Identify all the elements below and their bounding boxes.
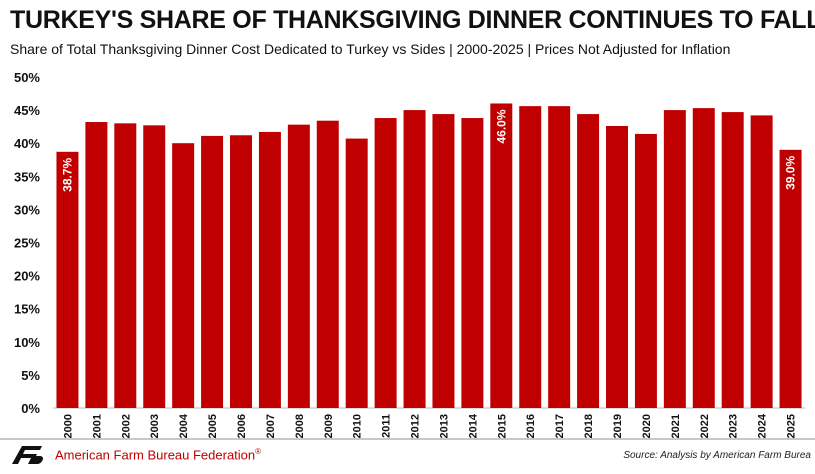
registered-mark: ®: [255, 447, 262, 456]
bar: [201, 135, 224, 408]
y-tick-label: 35%: [14, 169, 40, 184]
x-tick-label: 2005: [207, 414, 219, 438]
data-label: 46.0%: [494, 109, 508, 143]
bar: [519, 106, 542, 409]
bar: [663, 110, 686, 408]
y-tick-label: 25%: [14, 236, 40, 251]
bar: [374, 118, 397, 408]
y-tick-label: 50%: [14, 70, 40, 85]
bar: [692, 108, 715, 408]
x-tick-label: 2004: [178, 413, 190, 438]
y-tick-label: 20%: [14, 269, 40, 284]
bar: [634, 133, 657, 408]
bar: [548, 106, 571, 409]
data-label: 38.7%: [60, 157, 74, 191]
bar: [721, 112, 744, 408]
bar: [114, 123, 137, 408]
x-tick-label: 2001: [91, 414, 103, 438]
y-tick-label: 0%: [21, 401, 40, 416]
x-tick-label: 2022: [699, 414, 711, 438]
x-tick-label: 2025: [786, 414, 798, 438]
chart-title: TURKEY'S SHARE OF THANKSGIVING DINNER CO…: [10, 6, 815, 34]
x-tick-label: 2007: [265, 414, 277, 438]
bar: [172, 143, 195, 408]
bar: [230, 135, 252, 409]
data-label: 39.0%: [784, 155, 798, 189]
afb-logo-icon: [12, 446, 44, 464]
x-tick-label: 2000: [62, 414, 74, 438]
bar: [577, 114, 600, 409]
x-tick-label: 2003: [149, 414, 161, 438]
bar: [779, 149, 802, 408]
y-tick-label: 5%: [21, 368, 40, 383]
bar: [490, 103, 513, 408]
y-tick-label: 10%: [14, 335, 40, 350]
chart-subtitle: Share of Total Thanksgiving Dinner Cost …: [10, 41, 731, 57]
x-tick-label: 2023: [728, 414, 740, 438]
bar: [432, 114, 455, 409]
bar: [316, 120, 339, 408]
x-tick-label: 2013: [438, 414, 450, 438]
bar: [258, 131, 281, 409]
x-tick-label: 2006: [236, 414, 248, 438]
x-tick-label: 2009: [323, 414, 335, 438]
x-tick-label: 2017: [554, 414, 566, 438]
y-tick-label: 30%: [14, 202, 40, 217]
x-tick-label: 2008: [294, 414, 306, 438]
bar: [287, 124, 310, 408]
x-tick-label: 2015: [496, 414, 508, 438]
bar: [56, 151, 79, 408]
x-tick-label: 2016: [525, 414, 537, 438]
x-tick-label: 2024: [757, 413, 769, 438]
bar: [606, 125, 628, 408]
y-tick-label: 15%: [14, 302, 40, 317]
bar: [85, 122, 108, 409]
bar: [403, 110, 426, 408]
bar: [143, 125, 166, 409]
x-tick-label: 2002: [120, 414, 132, 438]
source-note: Source: Analysis by American Farm Burea: [623, 450, 811, 461]
bar: [461, 118, 484, 408]
bar-chart: 0% 5% 10% 15% 20% 25% 30% 35% 40% 45% 50% 2000 2001 2…: [14, 70, 805, 438]
y-tick-label: 45%: [14, 103, 40, 118]
x-tick-label: 2010: [352, 414, 364, 438]
footer-divider: [0, 438, 815, 440]
bar: [345, 138, 368, 409]
x-tick-label: 2021: [670, 414, 682, 438]
bar: [750, 115, 773, 409]
x-tick-label: 2019: [612, 414, 624, 438]
x-tick-label: 2011: [381, 414, 393, 438]
x-tick-label: 2018: [583, 414, 595, 438]
organization-name: American Farm Bureau Federation®: [55, 447, 262, 463]
x-tick-label: 2012: [410, 414, 422, 438]
x-tick-label: 2020: [641, 414, 653, 438]
x-tick-label: 2014: [467, 413, 479, 438]
y-tick-label: 40%: [14, 136, 40, 151]
